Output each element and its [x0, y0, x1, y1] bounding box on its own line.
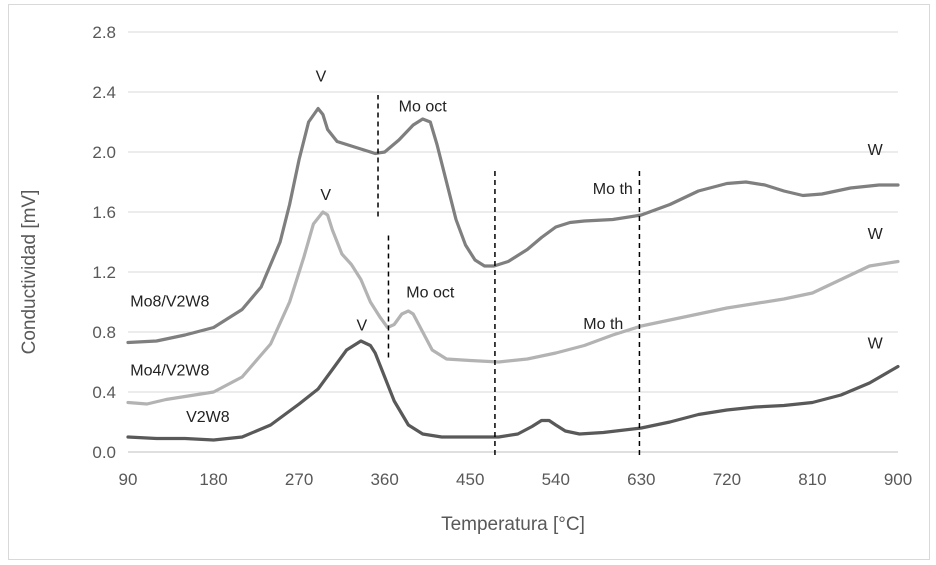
annotation-label: Mo4/V2W8	[130, 363, 209, 380]
x-tick-label: 270	[285, 470, 313, 489]
x-tick-label: 90	[119, 470, 138, 489]
x-tick-label: 900	[884, 470, 912, 489]
y-tick-label: 2.8	[92, 23, 116, 42]
y-tick-label: 0.0	[92, 443, 116, 462]
annotation-label: Mo th	[593, 181, 633, 198]
series-line-mo4	[126, 210, 900, 406]
y-tick-label: 2.0	[92, 143, 116, 162]
annotation-label: V2W8	[186, 409, 230, 426]
annotation-label: V	[316, 69, 327, 86]
marker-lines	[377, 95, 641, 455]
series-line-mo8	[126, 106, 900, 345]
annotation-label: V	[357, 318, 368, 335]
x-tick-label: 180	[199, 470, 227, 489]
annotation-label: W	[868, 336, 884, 353]
chart-frame	[8, 4, 930, 560]
annotation-label: W	[868, 226, 884, 243]
x-tick-label: 360	[370, 470, 398, 489]
annotation-label: V	[320, 187, 331, 204]
x-tick-label: 720	[713, 470, 741, 489]
annotation-label: Mo8/V2W8	[130, 294, 209, 311]
annotation-label: Mo th	[583, 316, 623, 333]
grid-lines	[128, 31, 898, 393]
y-tick-labels: 0.0 0.4 0.8 1.2 1.6 2.0 2.4 2.8	[92, 23, 116, 462]
series-lines	[126, 106, 900, 442]
series-line-v2w8	[126, 339, 900, 442]
annotations: V Mo oct W Mo th V W Mo8/V2W8 Mo oct Mo th V W Mo4/…	[130, 69, 883, 427]
y-tick-label: 2.4	[92, 83, 116, 102]
x-axis-title: Temperatura [°C]	[441, 514, 585, 535]
y-tick-label: 0.8	[92, 323, 116, 342]
y-axis-title: Conductividad [mV]	[19, 190, 40, 355]
x-tick-label: 450	[456, 470, 484, 489]
annotation-label: Mo oct	[399, 99, 448, 116]
x-tick-label: 810	[798, 470, 826, 489]
x-tick-label: 630	[627, 470, 655, 489]
x-tick-label: 540	[542, 470, 570, 489]
annotation-label: Mo oct	[406, 285, 455, 302]
y-tick-label: 1.6	[92, 203, 116, 222]
y-tick-label: 0.4	[92, 383, 116, 402]
annotation-label: W	[868, 142, 884, 159]
y-tick-label: 1.2	[92, 263, 116, 282]
x-tick-labels: 90 180 270 360 450 540 630 720 810 900	[119, 470, 913, 489]
